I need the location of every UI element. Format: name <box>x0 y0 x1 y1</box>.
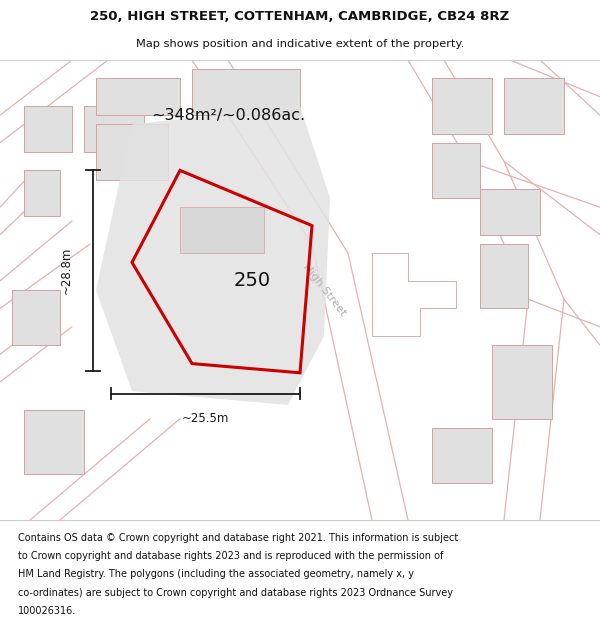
Polygon shape <box>12 290 60 345</box>
Text: ~348m²/~0.086ac.: ~348m²/~0.086ac. <box>151 107 305 122</box>
Polygon shape <box>24 171 60 216</box>
Polygon shape <box>480 189 540 235</box>
Polygon shape <box>96 106 330 405</box>
Text: ~28.8m: ~28.8m <box>59 247 73 294</box>
Polygon shape <box>492 345 552 419</box>
Polygon shape <box>24 106 72 152</box>
Polygon shape <box>480 244 528 308</box>
Text: High Street: High Street <box>301 262 347 318</box>
Polygon shape <box>24 409 84 474</box>
Text: 250: 250 <box>233 271 271 290</box>
Text: to Crown copyright and database rights 2023 and is reproduced with the permissio: to Crown copyright and database rights 2… <box>18 551 443 561</box>
Polygon shape <box>504 78 564 134</box>
Text: co-ordinates) are subject to Crown copyright and database rights 2023 Ordnance S: co-ordinates) are subject to Crown copyr… <box>18 588 453 598</box>
Polygon shape <box>432 78 492 134</box>
Polygon shape <box>96 124 168 179</box>
Polygon shape <box>192 69 300 115</box>
Text: 250, HIGH STREET, COTTENHAM, CAMBRIDGE, CB24 8RZ: 250, HIGH STREET, COTTENHAM, CAMBRIDGE, … <box>91 10 509 22</box>
Text: Contains OS data © Crown copyright and database right 2021. This information is : Contains OS data © Crown copyright and d… <box>18 532 458 542</box>
Polygon shape <box>432 142 480 198</box>
Polygon shape <box>432 428 492 483</box>
Text: Map shows position and indicative extent of the property.: Map shows position and indicative extent… <box>136 39 464 49</box>
Polygon shape <box>84 106 144 152</box>
Text: ~25.5m: ~25.5m <box>182 412 229 425</box>
Text: 100026316.: 100026316. <box>18 606 76 616</box>
Text: HM Land Registry. The polygons (including the associated geometry, namely x, y: HM Land Registry. The polygons (includin… <box>18 569 414 579</box>
Polygon shape <box>96 78 180 115</box>
Polygon shape <box>180 208 264 253</box>
